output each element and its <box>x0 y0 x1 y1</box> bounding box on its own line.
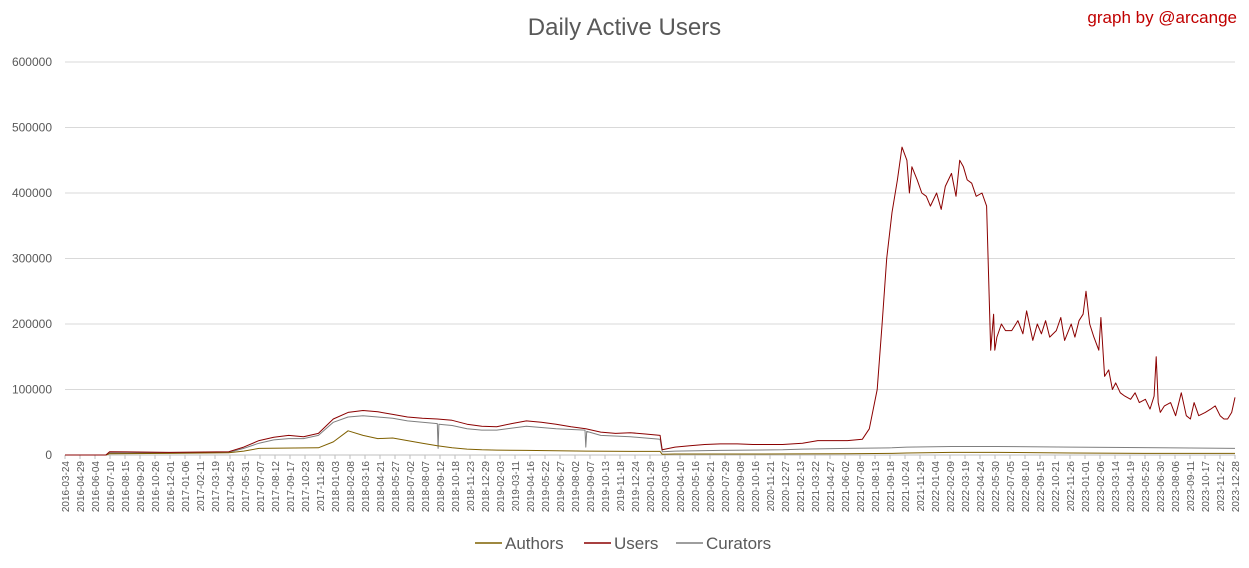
x-tick-label: 2022-08-10 <box>1021 461 1032 513</box>
x-tick-label: 2021-09-18 <box>886 461 897 513</box>
x-tick-label: 2022-01-04 <box>931 461 942 513</box>
x-tick-label: 2019-10-13 <box>601 461 612 513</box>
x-tick-label: 2019-03-11 <box>511 461 522 512</box>
x-tick-label: 2016-04-29 <box>76 461 87 513</box>
x-tick-label: 2023-10-17 <box>1201 461 1212 513</box>
x-tick-label: 2021-07-08 <box>856 461 867 513</box>
x-tick-label: 2018-12-29 <box>481 461 492 513</box>
x-tick-label: 2023-05-25 <box>1141 461 1152 513</box>
legend-label-authors: Authors <box>505 534 564 553</box>
x-tick-label: 2018-01-03 <box>331 461 342 513</box>
x-tick-label: 2020-04-10 <box>676 461 687 513</box>
x-tick-label: 2017-05-31 <box>241 461 252 513</box>
x-tick-label: 2017-02-11 <box>196 461 207 512</box>
x-tick-label: 2016-08-15 <box>121 461 132 513</box>
x-tick-label: 2023-02-06 <box>1096 461 1107 513</box>
x-tick-label: 2020-12-27 <box>781 461 792 513</box>
x-tick-label: 2018-10-18 <box>451 461 462 513</box>
x-tick-label: 2022-04-24 <box>976 461 987 513</box>
x-tick-label: 2019-02-03 <box>496 461 507 513</box>
legend-label-curators: Curators <box>706 534 771 553</box>
x-tick-label: 2017-03-19 <box>211 461 222 513</box>
x-tick-label: 2022-05-30 <box>991 461 1002 513</box>
x-tick-label: 2023-12-28 <box>1231 461 1242 513</box>
x-tick-label: 2022-07-05 <box>1006 461 1017 513</box>
x-tick-label: 2020-11-21 <box>766 461 777 512</box>
x-tick-label: 2017-11-28 <box>316 461 327 512</box>
y-tick-label: 200000 <box>12 317 52 331</box>
x-tick-label: 2020-03-05 <box>661 461 672 513</box>
y-tick-label: 400000 <box>12 186 52 200</box>
x-tick-label: 2016-12-01 <box>166 461 177 513</box>
x-tick-label: 2022-11-26 <box>1066 461 1077 512</box>
y-tick-label: 600000 <box>12 55 52 69</box>
x-tick-label: 2021-02-13 <box>796 461 807 513</box>
x-tick-label: 2018-08-07 <box>421 461 432 513</box>
x-tick-label: 2023-06-30 <box>1156 461 1167 513</box>
series-line-curators <box>65 415 1236 456</box>
x-tick-label: 2020-06-21 <box>706 461 717 513</box>
x-tick-label: 2018-02-08 <box>346 461 357 513</box>
x-tick-label: 2020-09-08 <box>736 461 747 513</box>
x-tick-label: 2018-05-27 <box>391 461 402 513</box>
x-tick-label: 2021-11-29 <box>916 461 927 512</box>
series-line-users <box>65 146 1236 456</box>
x-tick-label: 2020-10-16 <box>751 461 762 513</box>
series-line-authors <box>65 430 1235 456</box>
x-tick-label: 2018-11-23 <box>466 461 477 512</box>
x-tick-label: 2023-11-22 <box>1216 461 1227 512</box>
x-tick-label: 2021-06-02 <box>841 461 852 513</box>
x-tick-label: 2020-07-29 <box>721 461 732 513</box>
y-tick-label: 500000 <box>12 121 52 135</box>
x-tick-label: 2020-05-16 <box>691 461 702 513</box>
x-tick-label: 2022-03-19 <box>961 461 972 513</box>
x-tick-label: 2019-05-22 <box>541 461 552 513</box>
chart-credit: graph by @arcange <box>1087 8 1237 27</box>
x-tick-label: 2020-01-29 <box>646 461 657 513</box>
x-tick-label: 2019-11-18 <box>616 461 627 512</box>
x-tick-label: 2021-10-24 <box>901 461 912 513</box>
x-tick-label: 2016-10-26 <box>151 461 162 513</box>
x-tick-label: 2018-09-12 <box>436 461 447 513</box>
x-tick-label: 2017-04-25 <box>226 461 237 513</box>
x-tick-label: 2022-10-21 <box>1051 461 1062 513</box>
x-tick-label: 2017-01-06 <box>181 461 192 513</box>
x-tick-label: 2016-09-20 <box>136 461 147 513</box>
x-tick-label: 2019-06-27 <box>556 461 567 513</box>
chart-title: Daily Active Users <box>527 14 722 41</box>
x-tick-label: 2022-02-09 <box>946 461 957 513</box>
x-tick-label: 2018-04-21 <box>376 461 387 513</box>
x-tick-label: 2017-09-17 <box>286 461 297 513</box>
x-tick-label: 2022-09-15 <box>1036 461 1047 513</box>
y-tick-label: 0 <box>45 448 52 462</box>
x-tick-label: 2017-07-07 <box>256 461 267 513</box>
x-tick-label: 2021-03-22 <box>811 461 822 513</box>
x-tick-label: 2019-09-07 <box>586 461 597 513</box>
y-tick-label: 100000 <box>12 383 52 397</box>
x-tick-label: 2021-04-27 <box>826 461 837 513</box>
x-tick-label: 2016-07-10 <box>106 461 117 513</box>
x-tick-label: 2016-03-24 <box>61 461 72 513</box>
x-tick-label: 2023-01-01 <box>1081 461 1092 513</box>
x-tick-label: 2019-08-02 <box>571 461 582 513</box>
x-tick-label: 2017-10-23 <box>301 461 312 513</box>
x-tick-label: 2019-12-24 <box>631 461 642 513</box>
x-tick-label: 2023-09-11 <box>1186 461 1197 512</box>
x-tick-label: 2023-04-19 <box>1126 461 1137 513</box>
x-tick-label: 2018-07-02 <box>406 461 417 513</box>
x-tick-label: 2016-06-04 <box>91 461 102 513</box>
x-tick-label: 2023-03-14 <box>1111 461 1122 513</box>
x-tick-label: 2023-08-06 <box>1171 461 1182 513</box>
x-tick-label: 2019-04-16 <box>526 461 537 513</box>
legend-label-users: Users <box>614 534 658 553</box>
x-tick-label: 2021-08-13 <box>871 461 882 513</box>
y-tick-label: 300000 <box>12 252 52 266</box>
x-tick-label: 2017-08-12 <box>271 461 282 513</box>
x-tick-label: 2018-03-16 <box>361 461 372 513</box>
